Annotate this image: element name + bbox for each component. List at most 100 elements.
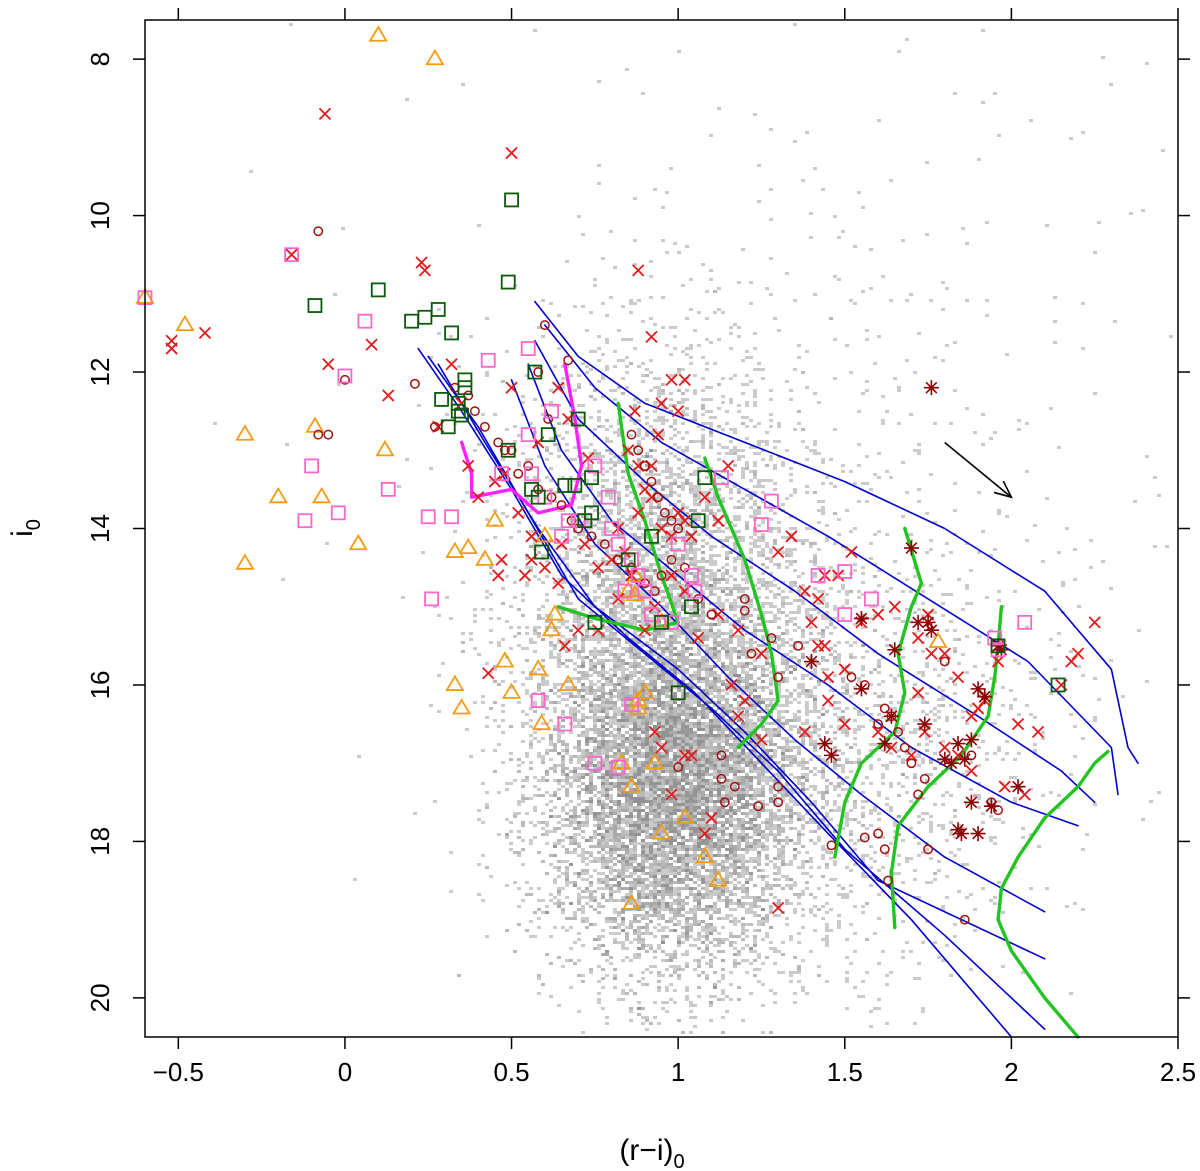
density-cell xyxy=(717,578,721,581)
density-cell xyxy=(605,773,609,776)
density-cell xyxy=(705,743,709,746)
density-cell xyxy=(649,827,653,830)
density-cell xyxy=(629,812,633,815)
density-cell xyxy=(629,773,633,776)
density-cell xyxy=(593,389,597,392)
density-cell xyxy=(821,635,825,638)
density-cell xyxy=(665,755,669,758)
density-cell xyxy=(657,797,661,800)
density-cell xyxy=(649,812,653,815)
density-cell xyxy=(705,767,709,770)
density-cell xyxy=(721,824,725,827)
density-cell xyxy=(517,905,521,908)
density-cell xyxy=(637,941,641,944)
density-cell xyxy=(597,833,601,836)
density-cell xyxy=(629,1010,633,1013)
density-cell xyxy=(753,791,757,794)
density-cell xyxy=(725,758,729,761)
density-cell xyxy=(769,926,773,929)
density-cell xyxy=(573,572,577,575)
density-cell xyxy=(689,827,693,830)
density-cell xyxy=(645,800,649,803)
density-cell xyxy=(645,911,649,914)
density-cell xyxy=(641,731,645,734)
density-cell xyxy=(581,755,585,758)
density-cell xyxy=(737,899,741,902)
density-cell xyxy=(761,770,765,773)
density-cell xyxy=(637,713,641,716)
density-cell xyxy=(701,617,705,620)
density-cell xyxy=(717,734,721,737)
density-cell xyxy=(757,953,761,956)
density-cell xyxy=(501,602,505,605)
density-cell xyxy=(629,821,633,824)
density-cell xyxy=(497,833,501,836)
density-cell xyxy=(665,893,669,896)
density-cell xyxy=(813,830,817,833)
density-cell xyxy=(789,701,793,704)
density-cell xyxy=(645,833,649,836)
density-cell xyxy=(485,866,489,869)
density-cell xyxy=(645,434,649,437)
density-cell xyxy=(773,779,777,782)
density-cell xyxy=(673,776,677,779)
density-cell xyxy=(629,833,633,836)
density-cell xyxy=(789,902,793,905)
density-cell xyxy=(689,839,693,842)
density-cell xyxy=(697,842,701,845)
density-cell xyxy=(601,788,605,791)
density-cell xyxy=(757,782,761,785)
density-cell xyxy=(629,860,633,863)
density-cell xyxy=(817,680,821,683)
density-cell xyxy=(665,953,669,956)
density-cell xyxy=(709,710,713,713)
density-cell xyxy=(777,827,781,830)
density-cell xyxy=(677,713,681,716)
density-cell xyxy=(661,950,665,953)
density-cell xyxy=(605,803,609,806)
density-cell xyxy=(657,656,661,659)
density-cell xyxy=(689,773,693,776)
density-cell xyxy=(749,779,753,782)
density-cell xyxy=(653,662,657,665)
density-cell xyxy=(577,821,581,824)
density-cell xyxy=(657,974,661,977)
density-cell xyxy=(725,791,729,794)
density-cell xyxy=(509,752,513,755)
density-cell xyxy=(605,677,609,680)
density-cell xyxy=(605,638,609,641)
density-cell xyxy=(661,872,665,875)
density-cell xyxy=(717,806,721,809)
density-cell xyxy=(565,866,569,869)
density-cell xyxy=(721,662,725,665)
density-cell xyxy=(693,959,697,962)
density-cell xyxy=(737,752,741,755)
density-cell xyxy=(641,842,645,845)
density-cell xyxy=(753,665,757,668)
density-cell xyxy=(697,569,701,572)
density-cell xyxy=(773,833,777,836)
density-cell xyxy=(761,521,765,524)
density-cell xyxy=(733,812,737,815)
density-cell xyxy=(661,938,665,941)
density-cell xyxy=(597,746,601,749)
density-cell xyxy=(753,734,757,737)
density-cell xyxy=(693,896,697,899)
density-cell xyxy=(729,875,733,878)
density-cell xyxy=(605,716,609,719)
density-cell xyxy=(605,806,609,809)
density-cell xyxy=(697,962,701,965)
density-cell xyxy=(561,755,565,758)
density-cell xyxy=(617,836,621,839)
density-cell xyxy=(653,878,657,881)
density-cell xyxy=(757,920,761,923)
density-cell xyxy=(601,860,605,863)
density-cell xyxy=(545,833,549,836)
density-cell xyxy=(617,500,621,503)
density-cell xyxy=(689,800,693,803)
density-cell xyxy=(709,878,713,881)
density-cell xyxy=(521,614,525,617)
density-cell xyxy=(789,620,793,623)
density-cell xyxy=(649,737,653,740)
density-cell xyxy=(661,734,665,737)
